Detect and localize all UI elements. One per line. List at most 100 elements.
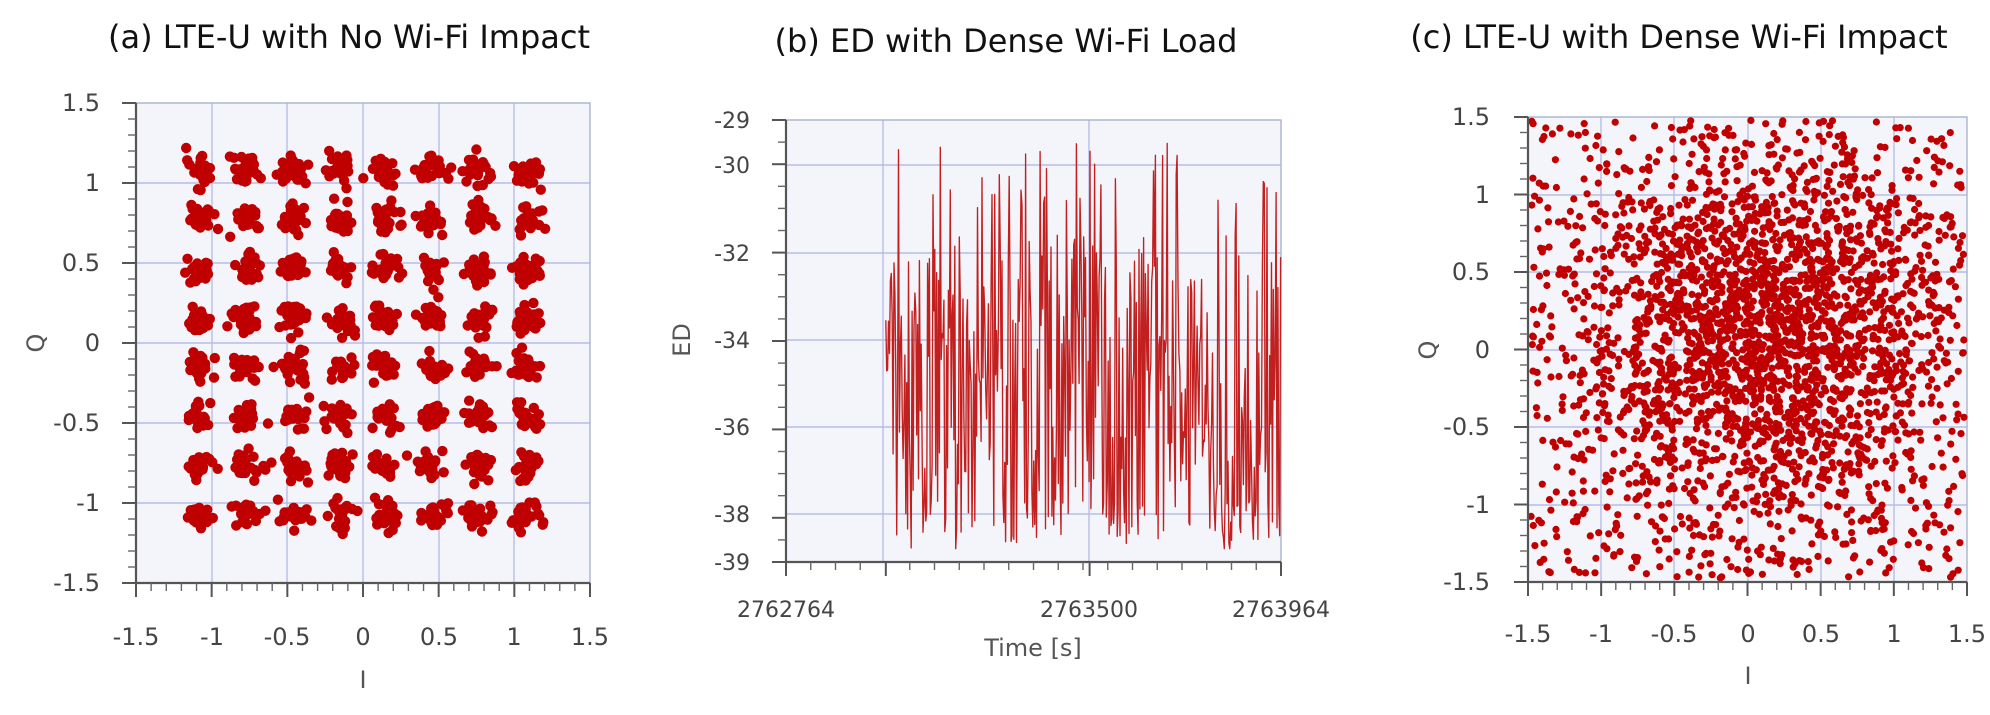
chart-b-series-line [885, 142, 1282, 550]
chart-a-points [180, 142, 551, 540]
chart-a-point [293, 327, 304, 338]
chart-c-point [1559, 393, 1567, 401]
chart-c-point [1570, 354, 1578, 362]
chart-c-point [1917, 333, 1925, 341]
chart-c-point [1833, 292, 1841, 300]
chart-a-point [248, 355, 260, 366]
chart-c-point [1586, 154, 1594, 163]
chart-c-point [1752, 466, 1760, 474]
chart-a-point [335, 399, 346, 411]
chart-a-point [198, 211, 209, 222]
chart-c-point [1529, 305, 1537, 314]
chart-c-point [1917, 436, 1925, 444]
chart-c-point [1731, 305, 1739, 313]
chart-c-point [1763, 410, 1771, 418]
chart-c-point [1804, 558, 1812, 566]
chart-c-point [1705, 178, 1713, 186]
chart-c-title: (c) LTE-U with Dense Wi-Fi Impact [1410, 18, 1947, 56]
chart-c-point [1802, 117, 1810, 126]
chart-c-point [1918, 400, 1926, 408]
chart-a-ticks [122, 102, 591, 597]
chart-c-point [1538, 135, 1546, 144]
chart-a-point [318, 400, 329, 412]
chart-c-point [1598, 347, 1606, 355]
chart-c-point [1819, 334, 1828, 342]
chart-a-point [301, 504, 312, 515]
chart-a-point [373, 499, 385, 510]
chart-c-point [1592, 554, 1600, 562]
chart-c-point [1843, 230, 1851, 238]
chart-c-point [1861, 345, 1869, 354]
chart-a-point [510, 261, 521, 272]
chart-c-point [1751, 442, 1759, 450]
chart-c-point [1947, 440, 1955, 448]
chart-c-x-tick-label: -1 [1589, 620, 1613, 648]
chart-c-point [1758, 476, 1766, 484]
chart-a-point [380, 410, 391, 421]
chart-c-point [1932, 418, 1940, 426]
chart-a-point [466, 521, 478, 532]
chart-c-point [1710, 125, 1718, 134]
chart-c-point [1656, 527, 1664, 535]
chart-c-point [1832, 533, 1840, 542]
chart-c-point [1800, 299, 1808, 307]
chart-c-point [1915, 173, 1923, 181]
chart-c-point [1873, 398, 1881, 406]
chart-a-point [410, 309, 422, 320]
chart-c-point [1943, 380, 1951, 388]
chart-c-point [1818, 307, 1826, 315]
chart-c-point [1544, 204, 1552, 212]
chart-a-point [205, 397, 216, 409]
chart-c-point [1812, 238, 1820, 247]
chart-c-point [1667, 204, 1675, 213]
chart-c-point [1709, 520, 1717, 529]
chart-c-point [1773, 299, 1781, 307]
chart-c-point [1684, 334, 1692, 342]
chart-c-point [1734, 543, 1742, 551]
chart-a-point [518, 419, 529, 430]
chart-c-point [1642, 368, 1651, 376]
chart-a-point [332, 361, 343, 372]
chart-c-point [1540, 539, 1548, 547]
chart-c-point [1939, 463, 1947, 471]
chart-c-point [1746, 568, 1755, 576]
chart-c-x-tick-label: -0.5 [1651, 620, 1698, 648]
chart-c-point [1737, 332, 1745, 340]
chart-a-y-tick-label: -1.5 [53, 569, 100, 597]
chart-c-y-tick-label: -1 [1466, 491, 1490, 519]
chart-c-point [1540, 555, 1548, 563]
chart-c-point [1921, 278, 1930, 286]
chart-c-point [1953, 416, 1961, 424]
chart-c-point [1881, 143, 1889, 151]
chart-c-point [1848, 158, 1856, 167]
chart-a-point [420, 302, 431, 314]
chart-c-point [1717, 282, 1725, 291]
chart-c-point [1758, 230, 1766, 238]
chart-a-point [535, 184, 546, 195]
chart-c-point [1728, 494, 1736, 502]
chart-c-point [1725, 321, 1733, 329]
chart-c-point [1655, 146, 1663, 154]
chart-a-point [196, 317, 207, 328]
chart-c-point [1872, 527, 1880, 535]
chart-c-point [1625, 480, 1633, 488]
chart-c-point [1581, 505, 1589, 514]
chart-c-point [1911, 231, 1919, 239]
chart-c-point [1820, 191, 1828, 199]
chart-c-point [1625, 222, 1633, 230]
chart-c-point [1686, 489, 1694, 497]
chart-c-point [1568, 468, 1576, 476]
chart-c-point [1592, 141, 1600, 150]
chart-c-point [1710, 205, 1719, 213]
chart-c-point [1819, 470, 1828, 478]
chart-a-point [199, 358, 211, 369]
chart-c-point [1685, 568, 1693, 576]
chart-c-point [1824, 199, 1833, 207]
chart-c-point [1899, 290, 1907, 298]
chart-a-point [438, 467, 449, 478]
chart-c-point [1735, 397, 1743, 405]
chart-a-point [467, 316, 479, 328]
chart-c-point [1529, 332, 1537, 340]
chart-a-point [476, 526, 488, 537]
chart-c-point [1646, 201, 1654, 209]
